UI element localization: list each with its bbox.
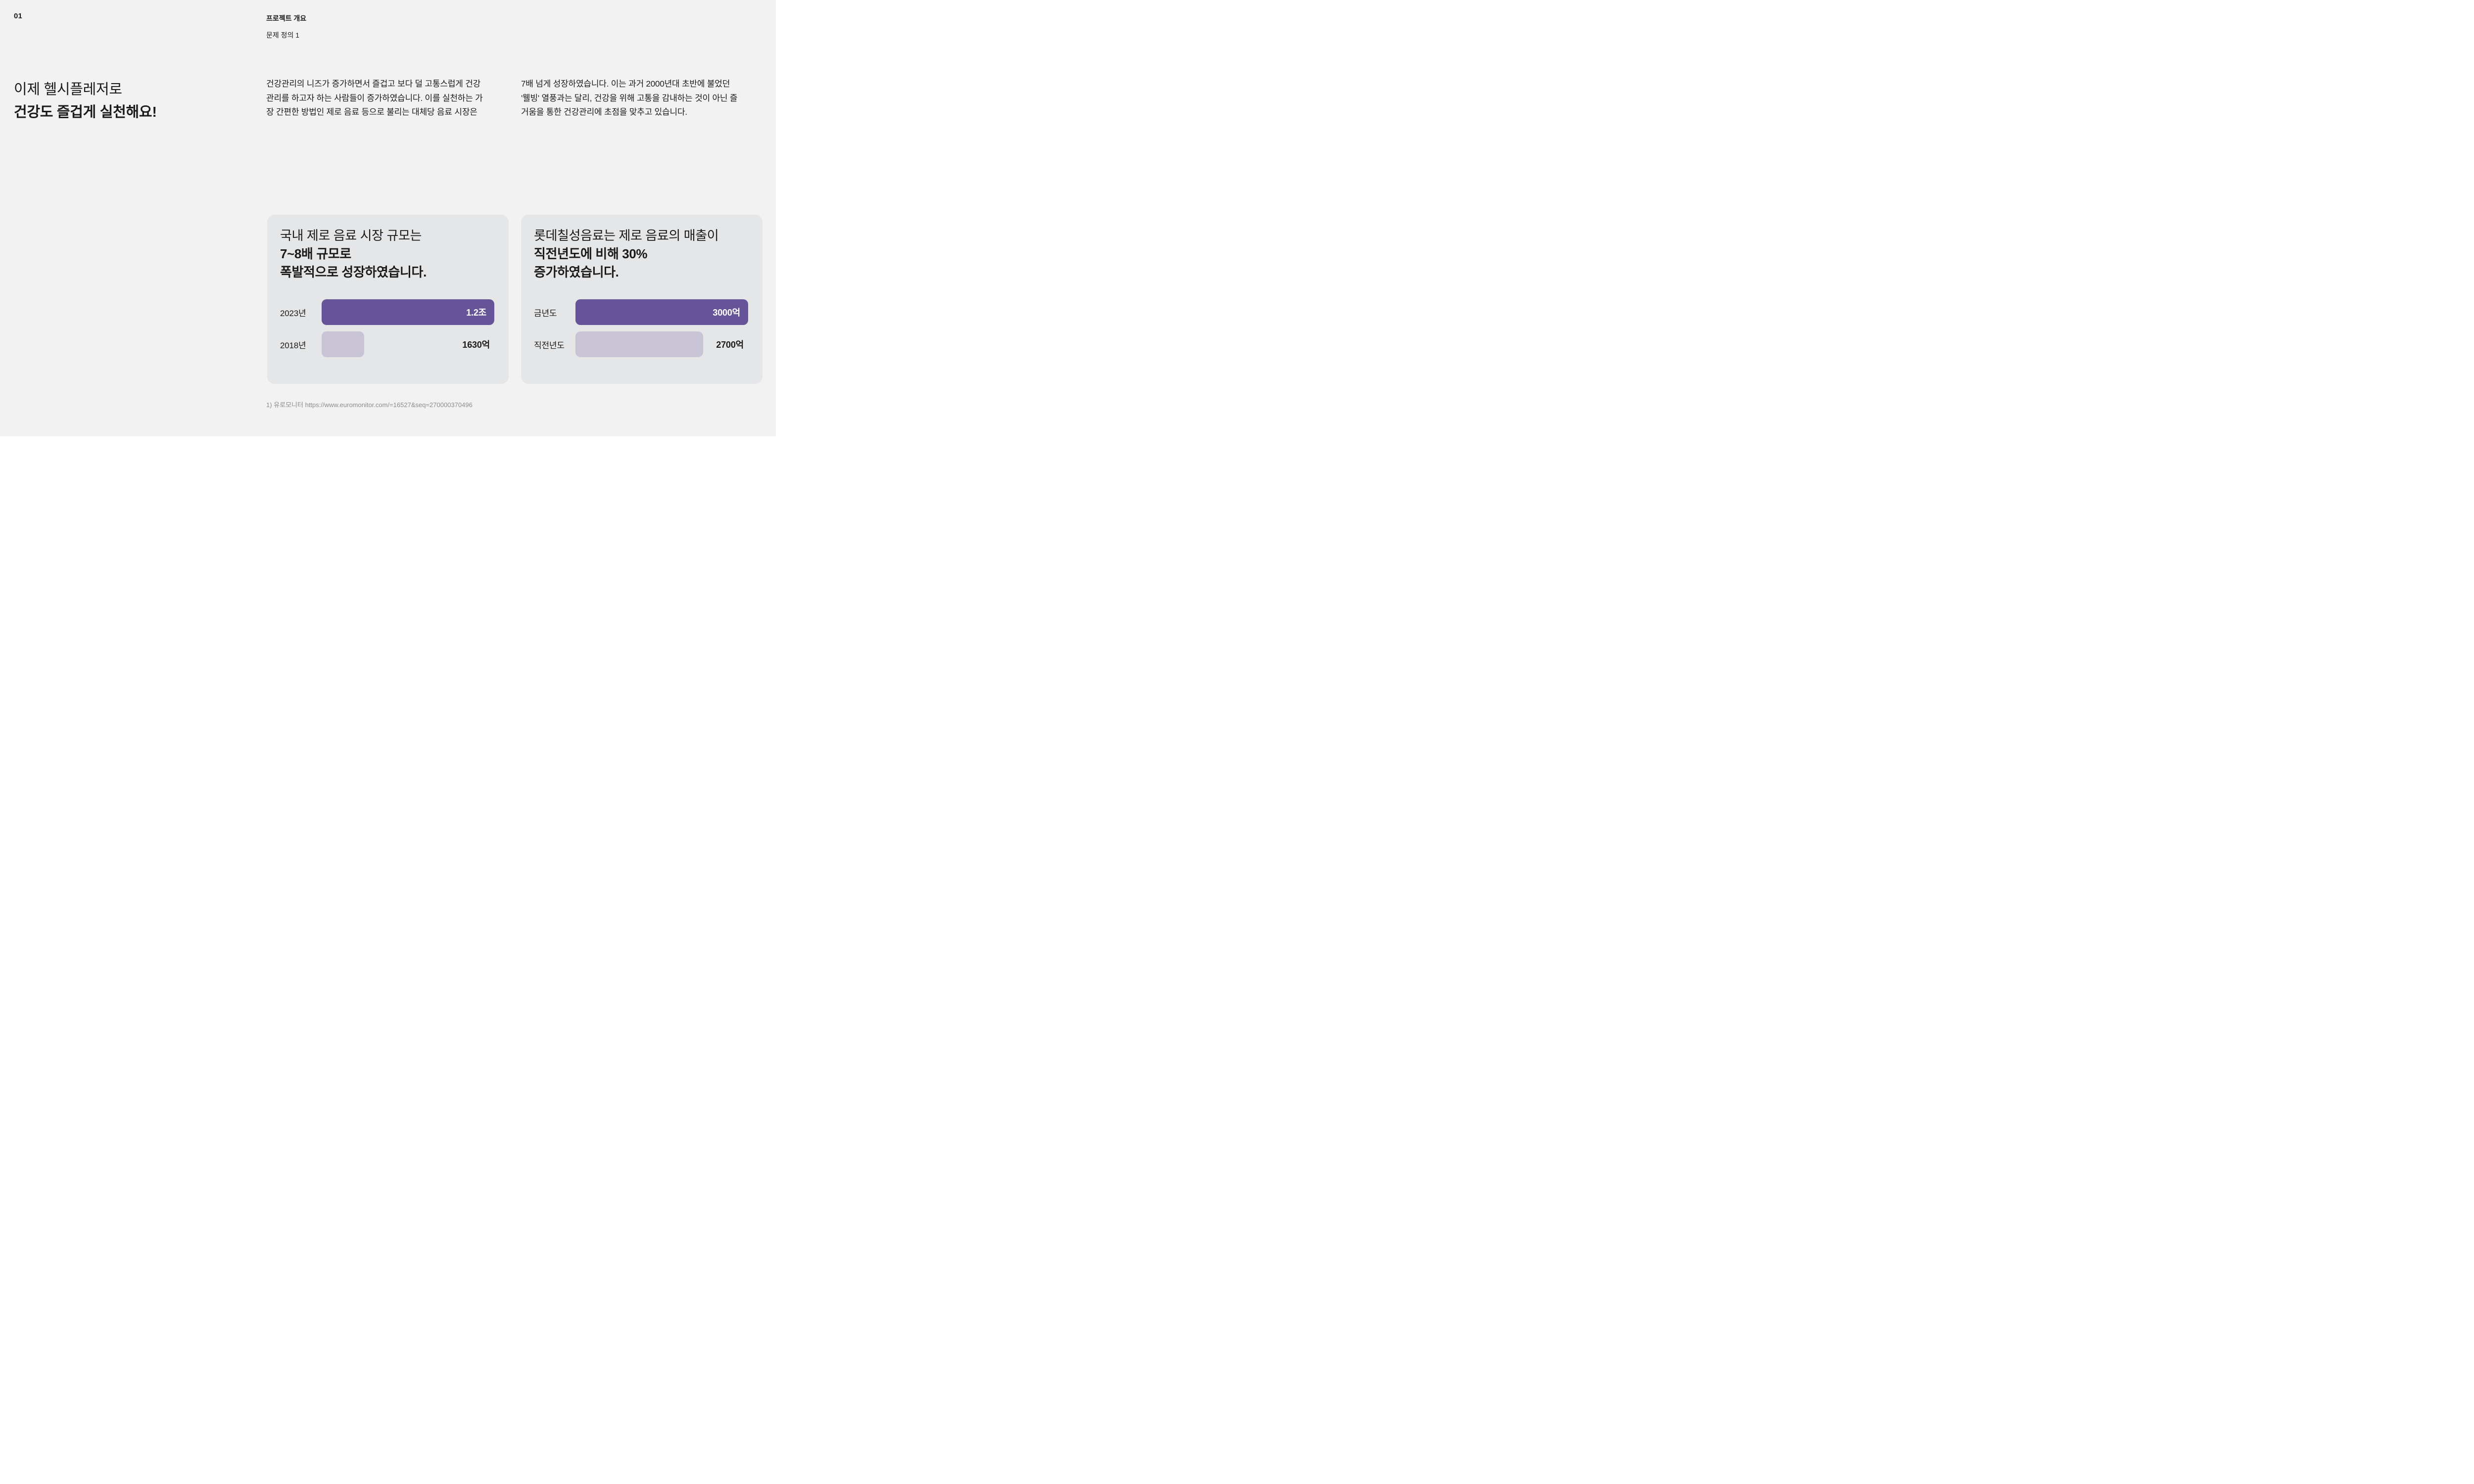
- card-title: 국내 제로 음료 시장 규모는 7~8배 규모로 폭발적으로 성장하였습니다.: [280, 227, 497, 281]
- bar-row-2023: 2023년 1.2조: [280, 299, 494, 325]
- bar-current-year: 3000억: [575, 299, 748, 325]
- headline-line-2: 건강도 즐겁게 실천해요!: [14, 104, 157, 120]
- bar-previous-year: [575, 331, 704, 357]
- bar-label: 금년도: [534, 308, 557, 318]
- card-title-bold: 직전년도에 비해 30% 증가하였습니다.: [534, 246, 648, 279]
- bar-chart-market-size: 2023년 1.2조 2018년 1630억: [267, 299, 509, 364]
- bar-label: 2023년: [280, 308, 306, 318]
- bar-chart-sales: 금년도 3000억 직전년도 2700억: [521, 299, 762, 364]
- card-title-bold: 7~8배 규모로 폭발적으로 성장하였습니다.: [280, 246, 427, 279]
- body-paragraph-2: 7배 넘게 성장하였습니다. 이는 과거 2000년대 초반에 불었던 '웰빙'…: [521, 79, 738, 117]
- body-paragraph-1: 건강관리의 니즈가 증가하면서 즐겁고 보다 덜 고통스럽게 건강 관리를 하고…: [266, 79, 483, 117]
- headline-line-1: 이제 헬시플레저로: [14, 82, 122, 97]
- section-number: 01: [14, 12, 23, 20]
- card-title-regular: 국내 제로 음료 시장 규모는: [280, 228, 422, 243]
- presentation-slide: 01 프로젝트 개요 문제 정의 1 이제 헬시플레저로 건강도 즐겁게 실천해…: [0, 0, 776, 436]
- card-title-regular: 롯데칠성음료는 제로 음료의 매출이: [534, 228, 719, 243]
- footnote-source: 1) 유로모니터 https://www.euromonitor.com/=16…: [266, 401, 473, 409]
- bar-2018: [322, 331, 364, 357]
- bar-row-current-year: 금년도 3000억: [534, 299, 748, 325]
- bar-track: 1.2조: [322, 299, 494, 325]
- kicker-title: 프로젝트 개요: [266, 14, 307, 22]
- bar-value: 1.2조: [466, 308, 486, 318]
- kicker-subtitle: 문제 정의 1: [266, 31, 300, 39]
- bar-value: 3000억: [713, 308, 740, 318]
- bar-row-previous-year: 직전년도 2700억: [534, 331, 748, 357]
- bar-2023: 1.2조: [322, 299, 494, 325]
- card-title: 롯데칠성음료는 제로 음료의 매출이 직전년도에 비해 30% 증가하였습니다.: [534, 227, 751, 281]
- bar-value: 2700억: [716, 340, 744, 350]
- stat-card-zero-drink-market: 국내 제로 음료 시장 규모는 7~8배 규모로 폭발적으로 성장하였습니다. …: [267, 215, 509, 384]
- bar-label: 2018년: [280, 340, 306, 350]
- bar-track: 2700억: [575, 331, 748, 357]
- stat-card-lotte-sales: 롯데칠성음료는 제로 음료의 매출이 직전년도에 비해 30% 증가하였습니다.…: [521, 215, 762, 384]
- slide-headline: 이제 헬시플레저로 건강도 즐겁게 실천해요!: [14, 78, 157, 124]
- bar-row-2018: 2018년 1630억: [280, 331, 494, 357]
- bar-label: 직전년도: [534, 340, 565, 350]
- bar-track: 3000억: [575, 299, 748, 325]
- slide-kicker: 프로젝트 개요 문제 정의 1: [266, 14, 306, 40]
- bar-track: 1630억: [322, 331, 494, 357]
- bar-value: 1630억: [462, 340, 490, 350]
